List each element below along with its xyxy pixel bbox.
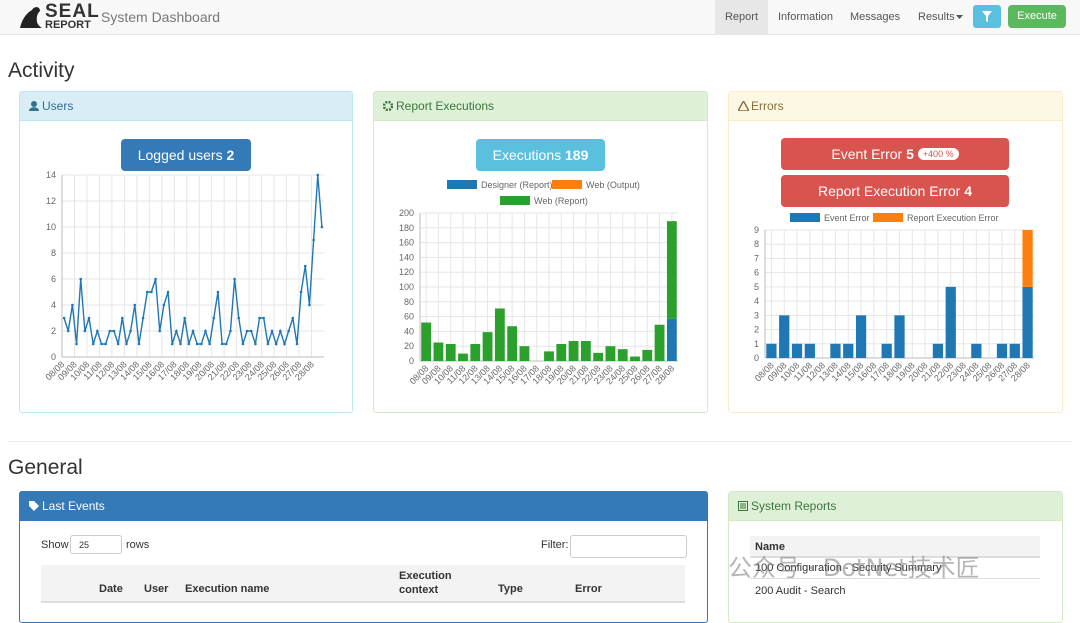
panel-header: Users [20,92,352,121]
divider [8,441,1072,442]
filter-label: Filter: [541,539,569,551]
button-count: 189 [565,147,589,163]
nav-item[interactable]: Results [918,11,955,23]
panel-header: Report Executions [374,92,707,121]
panel-title: Report Executions [396,99,495,113]
users-panel: Users Logged users 2 [19,91,353,413]
nav-item[interactable]: Information [778,11,834,23]
navbar: SEAL REPORT System Dashboard Report Info… [0,0,1080,35]
panel-header: Last Events [20,492,707,521]
executions-button[interactable]: Executions 189 [476,139,605,171]
table-header: Name [750,536,1040,558]
filter-input[interactable] [570,535,687,558]
button-count: 4 [964,183,973,199]
brand-top: SEAL [45,1,100,22]
executions-panel: Report Executions Executions 189 [373,91,708,413]
button-label: Logged users [137,147,223,163]
execute-button[interactable]: Execute [1008,5,1066,28]
column-header[interactable]: Date [99,583,123,595]
exec-error-button[interactable]: Report Execution Error 4 [781,175,1009,207]
brand-bottom: REPORT [45,19,91,31]
column-header[interactable]: User [144,583,169,595]
event-error-button[interactable]: Event Error 5 +400 % [781,138,1009,170]
badge: +400 % [917,148,959,160]
logo-icon [20,7,42,28]
panel-title: Errors [751,99,784,113]
nav-item[interactable]: Report [715,0,768,34]
nav-item[interactable]: Messages [850,11,901,23]
panel-title: System Reports [751,499,837,513]
table-header: Date User Execution name Execution conte… [41,565,685,603]
panel-title: Last Events [42,499,105,513]
column-header[interactable]: Execution name [185,583,270,595]
section-title: Activity [8,59,75,82]
button-count: 5 [906,146,914,162]
column-header[interactable]: Execution context [399,570,452,596]
column-header[interactable]: Error [575,583,602,595]
panel-title: Users [42,99,74,113]
panel-header: Errors [729,92,1062,121]
nav-title: System Dashboard [101,9,221,25]
filter-button[interactable] [973,5,1001,28]
button-label: Report Execution Error [817,183,961,199]
page-size-select[interactable]: 25 [70,535,122,554]
events-panel: Last Events Show 25 rows Filter: Date Us… [19,491,708,623]
button-label: Executions [492,147,562,163]
row-divider [750,578,1040,579]
show-label: Show [41,539,69,551]
caret [956,15,963,19]
system-reports-panel: System Reports Name 100 Configuration - … [728,491,1063,623]
button-label: Event Error [831,146,903,162]
users-button[interactable]: Logged users 2 [121,139,251,171]
column-header[interactable]: Type [498,583,523,595]
errors-panel: Errors Event Error 5 +400 % Report Execu… [728,91,1063,413]
column-header[interactable]: Name [755,541,785,553]
report-row[interactable]: 200 Audit - Search [755,585,846,597]
watermark: 公众号 · DotNet技术匠 [728,554,980,582]
panel-header: System Reports [729,492,1062,521]
button-count: 2 [226,147,235,163]
rows-label: rows [126,539,150,551]
report-row[interactable]: 100 Configuration - Security Summary [755,562,942,574]
section-title: General [8,456,83,479]
